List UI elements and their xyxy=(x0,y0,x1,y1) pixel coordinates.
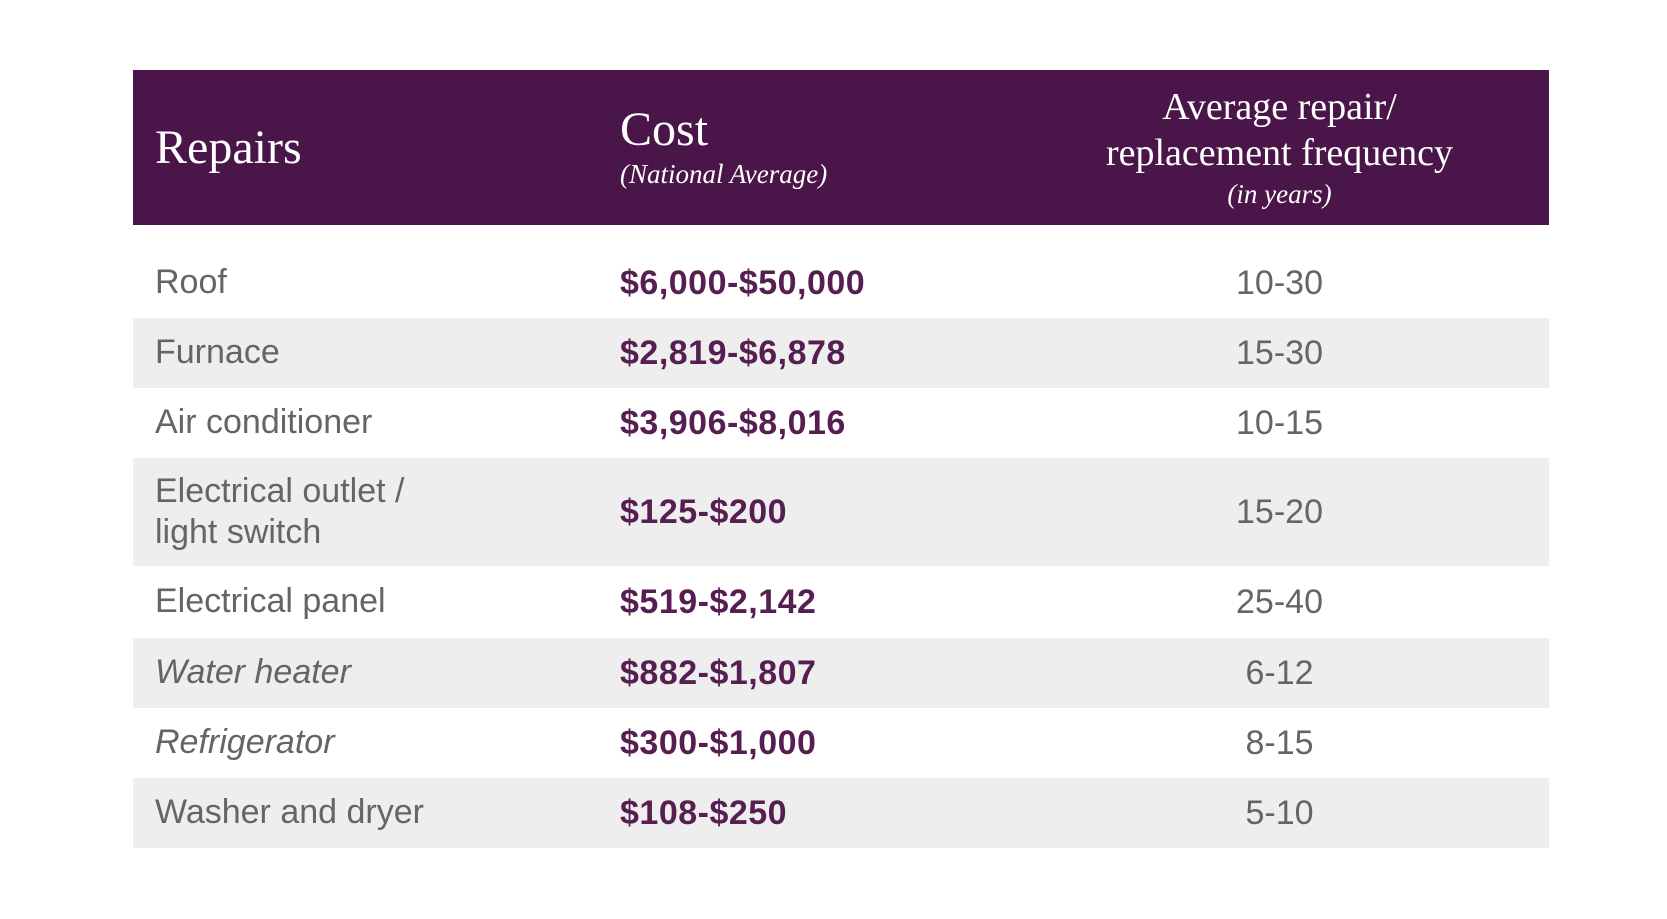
header-frequency: Average repair/ replacement frequency (i… xyxy=(1010,70,1549,225)
repair-frequency: 6-12 xyxy=(1245,653,1314,692)
repair-name-line2: light switch xyxy=(155,513,322,551)
repair-cost: $300-$1,000 xyxy=(620,723,817,762)
repair-name: Water heater xyxy=(155,653,351,692)
repair-name: Roof xyxy=(155,263,227,302)
table-row-furnace: Furnace $2,819-$6,878 15-30 xyxy=(133,318,1549,388)
repair-frequency: 8-15 xyxy=(1245,723,1314,762)
table-row-electrical-outlet: Electrical outlet / light switch $125-$2… xyxy=(133,458,1549,566)
repair-cost: $519-$2,142 xyxy=(620,582,817,621)
repair-name: Electrical outlet / light switch xyxy=(133,471,620,554)
header-frequency-line1: Average repair/ xyxy=(1162,85,1397,128)
table-body: Roof $6,000-$50,000 10-30 Furnace $2,819… xyxy=(133,225,1549,848)
table-row-refrigerator: Refrigerator $300-$1,000 8-15 xyxy=(133,708,1549,778)
repair-name: Furnace xyxy=(155,333,280,372)
repair-name-line1: Electrical outlet / xyxy=(155,471,405,510)
table-row-air-conditioner: Air conditioner $3,906-$8,016 10-15 xyxy=(133,388,1549,458)
repair-name: Refrigerator xyxy=(155,723,335,762)
table-row-electrical-panel: Electrical panel $519-$2,142 25-40 xyxy=(133,566,1549,638)
repair-cost: $108-$250 xyxy=(620,793,788,832)
header-repairs: Repairs xyxy=(133,70,620,225)
repair-cost: $3,906-$8,016 xyxy=(620,403,846,442)
repair-frequency: 10-15 xyxy=(1236,403,1323,442)
repair-frequency: 15-20 xyxy=(1236,492,1323,531)
repair-cost: $6,000-$50,000 xyxy=(620,263,866,302)
table-row-water-heater: Water heater $882-$1,807 6-12 xyxy=(133,638,1549,708)
repair-frequency: 10-30 xyxy=(1236,263,1323,302)
repair-cost: $125-$200 xyxy=(620,492,788,531)
header-frequency-subtitle: (in years) xyxy=(1227,179,1332,210)
table-row-roof: Roof $6,000-$50,000 10-30 xyxy=(133,225,1549,318)
repair-frequency: 5-10 xyxy=(1245,793,1314,832)
repair-frequency: 25-40 xyxy=(1236,582,1323,621)
header-cost-label: Cost xyxy=(620,102,709,156)
header-cost-subtitle: (National Average) xyxy=(620,159,828,190)
repair-name: Washer and dryer xyxy=(155,793,424,832)
repair-frequency: 15-30 xyxy=(1236,333,1323,372)
repair-cost-table: Repairs Cost (National Average) Average … xyxy=(133,70,1549,848)
header-frequency-line2: replacement frequency xyxy=(1105,131,1454,174)
repair-cost: $2,819-$6,878 xyxy=(620,333,846,372)
header-cost: Cost (National Average) xyxy=(620,70,1010,225)
repair-name: Electrical panel xyxy=(155,582,386,621)
header-repairs-label: Repairs xyxy=(155,121,302,174)
table-header-row: Repairs Cost (National Average) Average … xyxy=(133,70,1549,225)
table-row-washer-dryer: Washer and dryer $108-$250 5-10 xyxy=(133,778,1549,848)
repair-cost: $882-$1,807 xyxy=(620,653,817,692)
repair-name: Air conditioner xyxy=(155,403,373,442)
